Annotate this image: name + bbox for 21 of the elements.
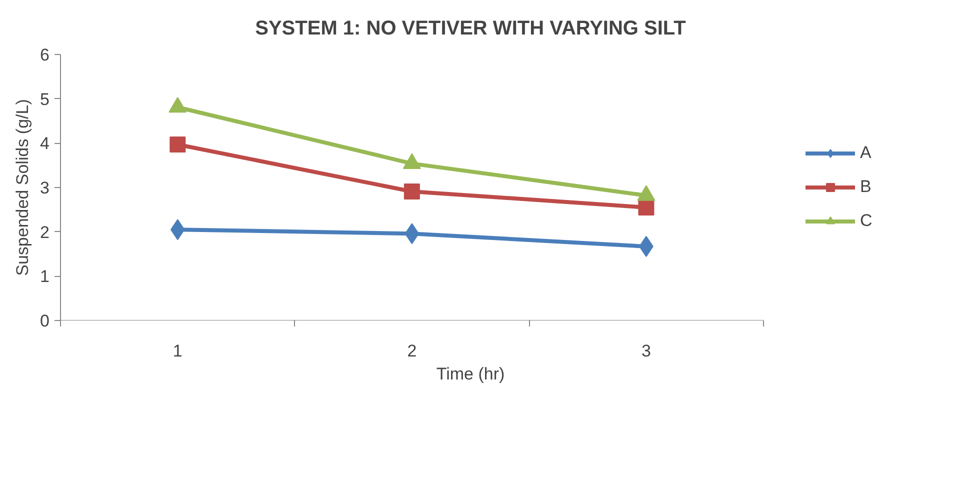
legend-label: A bbox=[860, 143, 872, 163]
point bbox=[402, 153, 421, 169]
point bbox=[638, 199, 654, 216]
x-tick-label: 3 bbox=[641, 342, 651, 360]
x-tick-label: 2 bbox=[407, 342, 417, 360]
x-tick-label: 1 bbox=[172, 342, 182, 360]
point bbox=[170, 136, 186, 152]
legend-label: C bbox=[860, 211, 874, 231]
point bbox=[168, 96, 187, 113]
y-tick-label: 2 bbox=[40, 222, 50, 242]
legend-label: B bbox=[860, 177, 872, 197]
point bbox=[404, 183, 420, 200]
y-tick-label: 6 bbox=[40, 46, 50, 64]
y-tick-label: 5 bbox=[40, 90, 50, 109]
y-tick-label: 3 bbox=[40, 178, 50, 198]
x-axis-title: Time (hr) bbox=[436, 364, 505, 384]
y-axis-title: Suspended Solids (g/L) bbox=[13, 99, 32, 276]
y-tick-label: 4 bbox=[40, 134, 50, 154]
y-tick-label: 0 bbox=[40, 312, 50, 330]
y-tick-label: 1 bbox=[40, 267, 50, 286]
chart-title: SYSTEM 1: NO VETIVER WITH VARYING SILT bbox=[255, 18, 686, 40]
